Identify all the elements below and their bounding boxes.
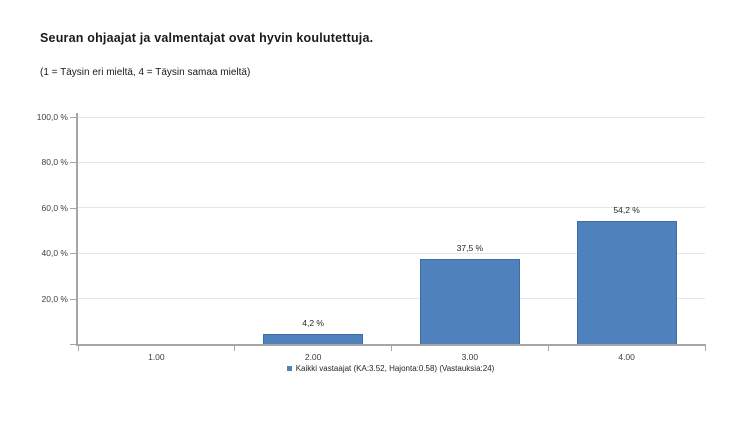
x-axis-tick-4 xyxy=(704,344,706,351)
x-axis-label-2.00: 2.00 xyxy=(304,352,322,362)
x-axis-label-1.00: 1.00 xyxy=(148,352,165,362)
legend: Kaikki vastaajat (KA:3.52, Hajonta:0.58)… xyxy=(76,364,705,373)
y-axis-tick-80 xyxy=(70,162,78,164)
gridline-60 xyxy=(78,207,705,209)
y-axis-tick-60 xyxy=(70,207,78,209)
plot-area: 20,0 % 40,0 % 60,0 % 80,0 % 100,0 % 1.00 4,2 %… xyxy=(37,112,706,362)
y-axis-label-60: 60,0 % xyxy=(41,202,68,213)
bar-3.00 xyxy=(419,258,520,344)
y-axis-tick-0 xyxy=(70,344,78,345)
x-axis-tick-2 xyxy=(391,344,392,351)
gridline-100 xyxy=(78,116,705,118)
x-axis-tick-0 xyxy=(77,344,79,351)
bar-value-label-3.00: 37,5 % xyxy=(456,242,484,253)
chart-title: Seuran ohjaajat ja valmentajat ovat hyvi… xyxy=(40,31,374,45)
bar-value-label-2.00: 4,2 % xyxy=(302,318,324,329)
gridline-40 xyxy=(78,252,705,254)
legend-label: Kaikki vastaajat (KA:3.52, Hajonta:0.58)… xyxy=(295,364,495,373)
y-axis-label-80: 80,0 % xyxy=(41,157,68,168)
x-axis-label-3.00: 3.00 xyxy=(461,352,479,362)
y-axis-label-100: 100,0 % xyxy=(36,112,68,122)
bar-value-label-4.00: 54,2 % xyxy=(613,204,640,215)
x-axis-tick-1 xyxy=(234,344,236,351)
y-axis-tick-20 xyxy=(70,298,78,300)
y-axis-cap xyxy=(76,113,78,117)
y-axis-tick-40 xyxy=(70,253,78,255)
bar-4.00 xyxy=(576,220,677,344)
x-axis-label-4.00: 4.00 xyxy=(618,352,635,362)
y-axis-label-40: 40,0 % xyxy=(41,248,68,259)
x-axis-tick-3 xyxy=(547,344,549,351)
chart-scale-note: (1 = Täysin eri mieltä, 4 = Täysin samaa… xyxy=(40,67,251,78)
legend-swatch-icon xyxy=(286,366,292,371)
gridline-80 xyxy=(78,161,705,163)
y-axis-tick-100 xyxy=(70,117,78,118)
gridline-20 xyxy=(78,298,705,300)
bar-2.00 xyxy=(263,334,364,344)
y-axis-label-20: 20,0 % xyxy=(41,293,68,304)
